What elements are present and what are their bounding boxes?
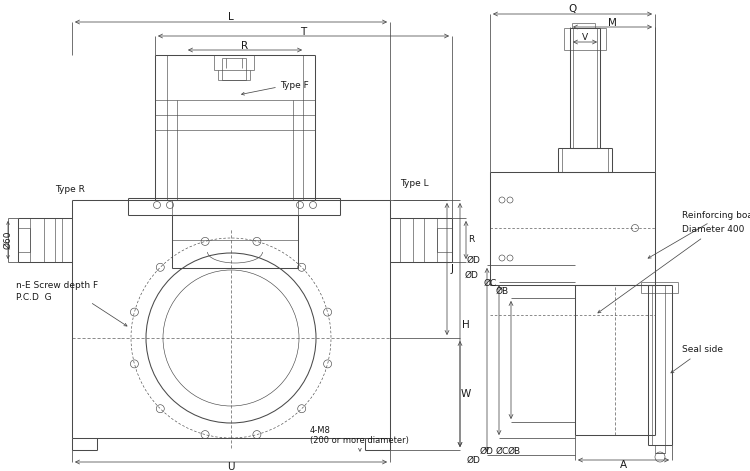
Text: M: M: [608, 18, 617, 28]
Text: 4-M8
(200 or more diameter): 4-M8 (200 or more diameter): [310, 426, 409, 451]
Text: R: R: [468, 236, 474, 244]
Text: L: L: [228, 12, 234, 22]
Text: J: J: [451, 264, 454, 274]
Text: ØC: ØC: [495, 447, 508, 455]
Text: T: T: [300, 27, 307, 37]
Text: H: H: [462, 320, 470, 330]
Text: ØD: ØD: [464, 270, 478, 279]
Text: ØC: ØC: [484, 278, 497, 287]
Text: Ø60: Ø60: [4, 231, 13, 249]
Text: W: W: [460, 389, 471, 399]
Text: R: R: [242, 41, 248, 51]
Text: U: U: [227, 462, 235, 471]
Text: Reinforcing board: Reinforcing board: [648, 211, 750, 258]
Text: V: V: [582, 33, 588, 42]
Text: P.C.D  G: P.C.D G: [16, 292, 52, 301]
Text: ØB: ØB: [508, 447, 520, 455]
Text: Type L: Type L: [400, 179, 429, 188]
Text: ØD: ØD: [480, 447, 494, 455]
Text: ØD: ØD: [466, 455, 480, 464]
Text: ØD: ØD: [466, 255, 480, 265]
Text: Seal side: Seal side: [671, 346, 723, 373]
Text: Q: Q: [568, 4, 577, 14]
Text: A: A: [620, 460, 627, 470]
Text: n-E Screw depth F: n-E Screw depth F: [16, 281, 98, 290]
Text: Type F: Type F: [280, 81, 309, 89]
Text: Type R: Type R: [55, 186, 85, 195]
Text: ØB: ØB: [496, 286, 509, 295]
Text: Diameter 400: Diameter 400: [598, 226, 744, 313]
